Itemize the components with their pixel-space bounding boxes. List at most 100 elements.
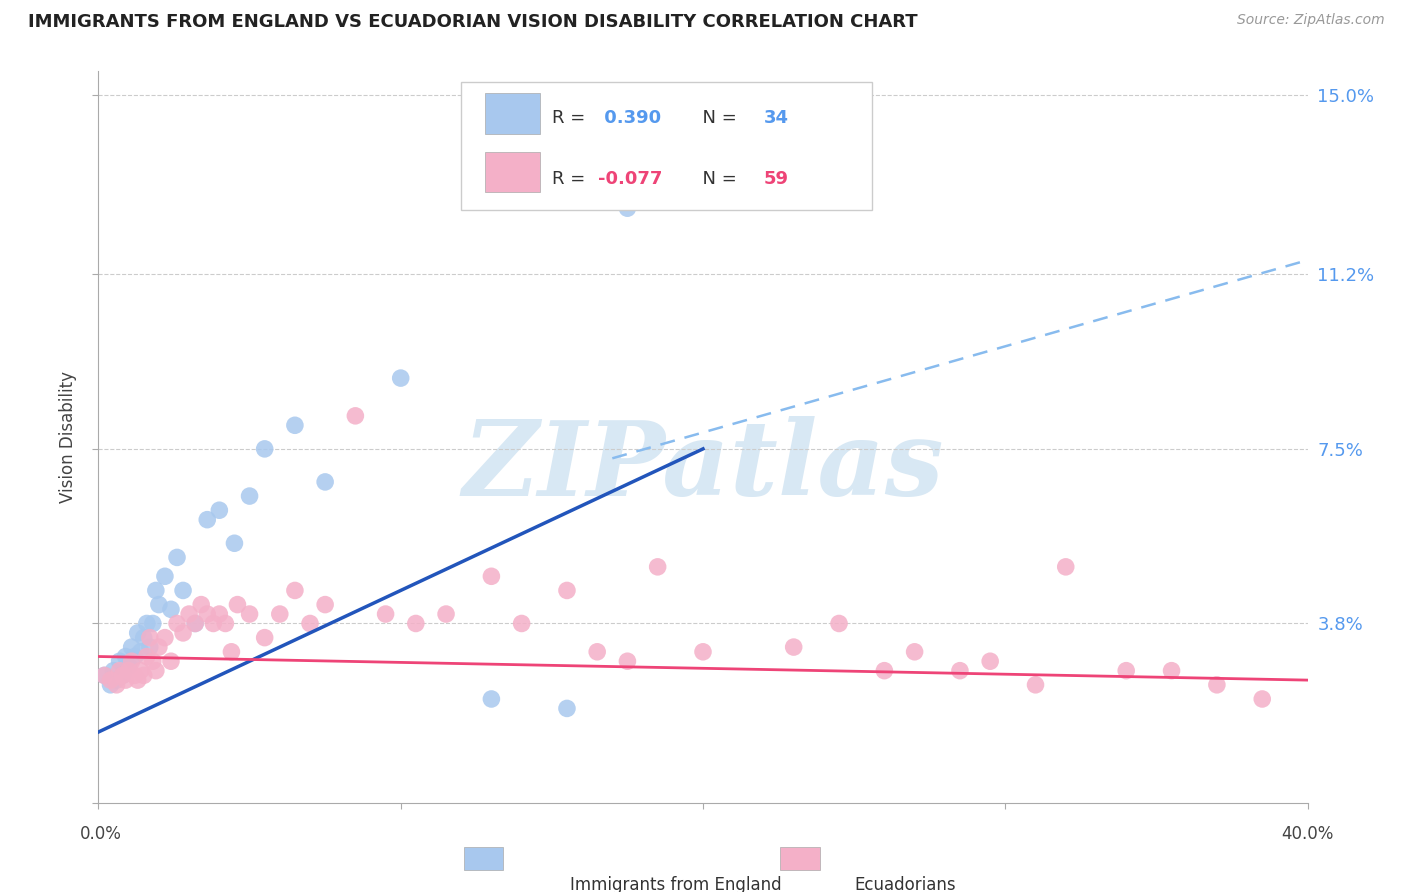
- Point: [979, 654, 1001, 668]
- Point: [239, 607, 262, 621]
- Point: [616, 654, 638, 668]
- Point: [904, 645, 927, 659]
- Point: [139, 631, 162, 645]
- Point: [344, 409, 367, 423]
- Point: [142, 616, 165, 631]
- Point: [160, 654, 183, 668]
- Text: 34: 34: [763, 110, 789, 128]
- Point: [145, 583, 167, 598]
- Point: [184, 616, 207, 631]
- Point: [139, 640, 162, 654]
- Point: [239, 489, 262, 503]
- Text: IMMIGRANTS FROM ENGLAND VS ECUADORIAN VISION DISABILITY CORRELATION CHART: IMMIGRANTS FROM ENGLAND VS ECUADORIAN VI…: [28, 13, 918, 31]
- Point: [184, 616, 207, 631]
- Point: [142, 654, 165, 668]
- Y-axis label: Vision Disability: Vision Disability: [59, 371, 77, 503]
- Bar: [485, 94, 540, 134]
- Point: [226, 598, 249, 612]
- Point: [195, 607, 218, 621]
- Point: [221, 645, 243, 659]
- Point: [153, 631, 176, 645]
- Point: [179, 607, 201, 621]
- Point: [873, 664, 896, 678]
- Point: [145, 664, 167, 678]
- Point: [129, 664, 152, 678]
- Text: 0.0%: 0.0%: [80, 825, 122, 843]
- Point: [389, 371, 412, 385]
- Point: [124, 668, 146, 682]
- Text: 0.390: 0.390: [598, 110, 661, 128]
- Text: -0.077: -0.077: [598, 170, 662, 188]
- Point: [253, 442, 276, 456]
- Point: [132, 668, 155, 682]
- Point: [214, 616, 236, 631]
- Point: [647, 559, 669, 574]
- Point: [1024, 678, 1046, 692]
- Text: N =: N =: [690, 110, 742, 128]
- Point: [828, 616, 851, 631]
- Point: [1251, 692, 1274, 706]
- Point: [314, 475, 336, 489]
- Point: [132, 631, 155, 645]
- Point: [202, 616, 225, 631]
- FancyBboxPatch shape: [461, 82, 872, 211]
- Point: [481, 569, 503, 583]
- Point: [1115, 664, 1137, 678]
- Point: [616, 201, 638, 215]
- Point: [208, 503, 231, 517]
- Point: [121, 654, 143, 668]
- Point: [114, 673, 136, 687]
- Point: [108, 664, 131, 678]
- Point: [121, 640, 143, 654]
- Point: [93, 668, 115, 682]
- Point: [555, 701, 578, 715]
- Point: [166, 550, 188, 565]
- Point: [284, 418, 307, 433]
- Point: [111, 668, 134, 682]
- Point: [172, 626, 194, 640]
- Point: [1160, 664, 1182, 678]
- Point: [692, 645, 714, 659]
- Text: 59: 59: [763, 170, 789, 188]
- Point: [127, 673, 149, 687]
- Point: [299, 616, 322, 631]
- Point: [284, 583, 307, 598]
- Text: R =: R =: [553, 110, 591, 128]
- Point: [510, 616, 533, 631]
- Point: [405, 616, 427, 631]
- Point: [555, 583, 578, 598]
- Text: Immigrants from England: Immigrants from England: [569, 876, 782, 892]
- Point: [108, 654, 131, 668]
- Point: [135, 616, 157, 631]
- Point: [135, 649, 157, 664]
- Point: [190, 598, 212, 612]
- Point: [100, 678, 122, 692]
- Point: [208, 607, 231, 621]
- Text: Source: ZipAtlas.com: Source: ZipAtlas.com: [1237, 13, 1385, 28]
- Text: Ecuadorians: Ecuadorians: [855, 876, 956, 892]
- Point: [160, 602, 183, 616]
- Point: [253, 631, 276, 645]
- Point: [127, 626, 149, 640]
- Point: [148, 598, 170, 612]
- Point: [124, 649, 146, 664]
- Point: [172, 583, 194, 598]
- Point: [93, 668, 115, 682]
- Text: ZIPatlas: ZIPatlas: [463, 416, 943, 517]
- Point: [118, 659, 141, 673]
- Point: [434, 607, 457, 621]
- Point: [100, 673, 122, 687]
- Point: [114, 649, 136, 664]
- Point: [195, 513, 218, 527]
- Point: [1054, 559, 1077, 574]
- Point: [105, 673, 128, 687]
- Point: [269, 607, 291, 621]
- Point: [129, 645, 152, 659]
- Point: [103, 664, 125, 678]
- Point: [374, 607, 396, 621]
- Bar: [485, 152, 540, 192]
- Point: [481, 692, 503, 706]
- Point: [111, 668, 134, 682]
- Text: 40.0%: 40.0%: [1281, 825, 1334, 843]
- Text: R =: R =: [553, 170, 591, 188]
